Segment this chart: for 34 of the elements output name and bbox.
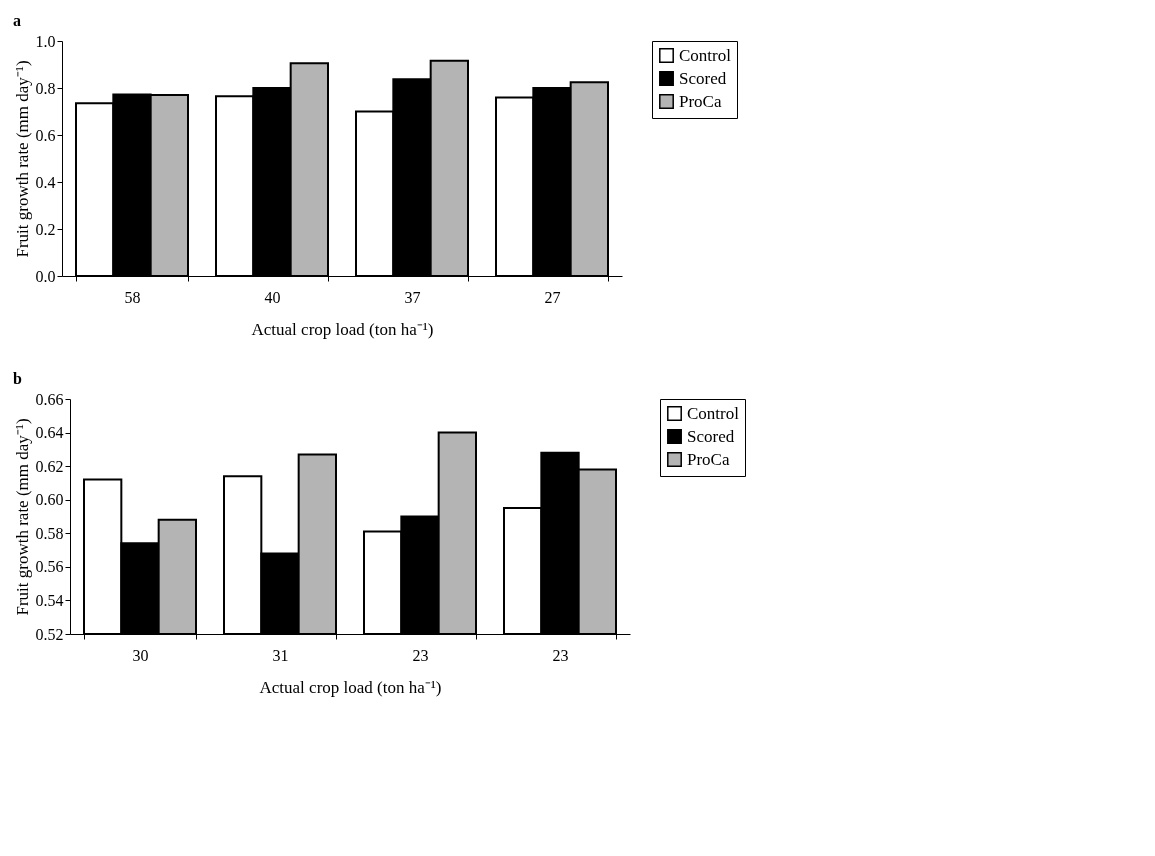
y-tick-label: 0.62 [35, 457, 64, 475]
y-tick-label: 0.8 [35, 79, 56, 97]
y-tick-label: 0.0 [35, 267, 56, 285]
x-tick-label: 23 [552, 646, 569, 664]
y-tick-label: 0.60 [35, 491, 64, 509]
x-tick-label: 58 [124, 288, 141, 306]
y-tick-label: 0.2 [35, 220, 56, 238]
y-tick-label: 0.52 [35, 625, 64, 643]
legend-label: Scored [687, 426, 735, 446]
y-tick-label: 0.4 [35, 173, 56, 191]
x-tick-label: 30 [132, 646, 149, 664]
y-tick-label: 0.58 [35, 524, 64, 542]
x-tick-label: 37 [404, 288, 421, 306]
y-tick-label: 0.66 [35, 390, 64, 408]
legend-label: ProCa [679, 91, 722, 111]
y-tick-label: 1.0 [35, 32, 56, 50]
x-tick-label: 40 [264, 288, 281, 306]
y-tick-label: 0.54 [35, 591, 64, 609]
chart-title: a [13, 12, 21, 29]
legend-label: ProCa [687, 449, 730, 469]
x-axis-title: Actual crop load (ton ha⁻¹) [259, 677, 442, 697]
x-tick-label: 31 [272, 646, 289, 664]
y-axis-title: Fruit growth rate (mm day⁻¹) [12, 60, 32, 258]
y-tick-label: 0.56 [35, 558, 64, 576]
x-axis-title: Actual crop load (ton ha⁻¹) [251, 319, 434, 339]
chart-title: b [13, 370, 22, 387]
y-tick-label: 0.6 [35, 126, 56, 144]
x-tick-label: 27 [544, 288, 561, 306]
y-axis-title: Fruit growth rate (mm day⁻¹) [12, 418, 32, 616]
x-tick-label: 23 [412, 646, 429, 664]
y-tick-label: 0.64 [35, 424, 64, 442]
legend-label: Control [679, 45, 732, 65]
legend-label: Control [687, 403, 740, 423]
legend-label: Scored [679, 68, 727, 88]
